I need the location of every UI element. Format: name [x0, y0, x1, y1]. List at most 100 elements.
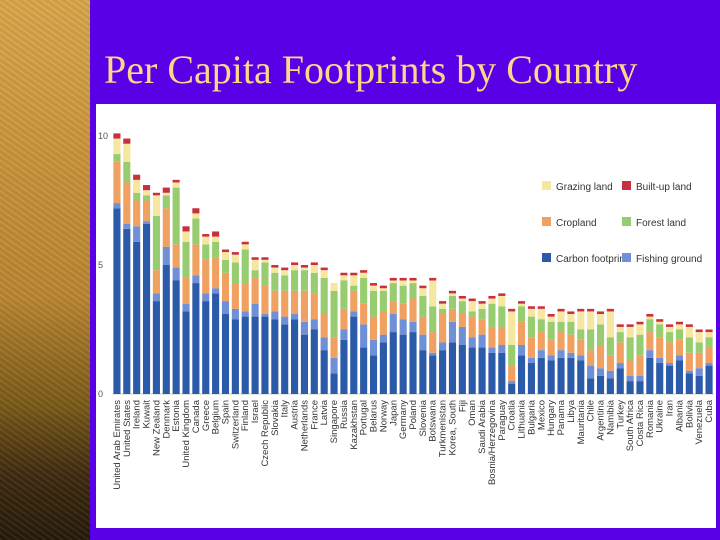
category-label: Libya	[566, 399, 577, 422]
category-label: Latvia	[319, 399, 330, 425]
bar-segment	[439, 308, 447, 315]
bar-segment	[547, 360, 555, 394]
bar-segment	[518, 306, 526, 322]
category-label: Chile	[586, 400, 597, 422]
bar-segment	[271, 267, 279, 273]
bar-segment	[202, 244, 210, 260]
bar-segment	[221, 252, 230, 260]
bar-segment	[527, 308, 535, 317]
bar-segment	[202, 234, 210, 237]
bar-segment	[468, 311, 476, 317]
bar-segment	[468, 347, 476, 394]
bar-segment	[113, 154, 121, 162]
bar-segment	[251, 303, 259, 317]
category-label: Belgium	[211, 400, 222, 434]
bar-segment	[439, 301, 447, 304]
bar-segment	[616, 326, 624, 333]
bar-segment	[369, 316, 378, 340]
bar-segment	[399, 303, 407, 320]
bar-segment	[567, 357, 575, 394]
bar-segment	[458, 301, 466, 315]
bar-segment	[488, 303, 496, 327]
bar-segment	[478, 303, 486, 309]
category-label: Mexico	[536, 400, 547, 430]
bar-segment	[360, 324, 368, 348]
category-label: Hungary	[546, 400, 557, 436]
category-label: Slovenia	[418, 399, 429, 436]
bar-segment	[291, 262, 299, 265]
bar-segment	[330, 283, 338, 291]
bar-segment	[695, 332, 703, 343]
bar-segment	[251, 277, 259, 304]
bar-segment	[113, 208, 121, 394]
bar-segment	[498, 306, 506, 327]
bar-segment	[241, 316, 249, 394]
bar-segment	[162, 208, 170, 247]
bar-segment	[527, 316, 535, 338]
bar-segment	[666, 326, 674, 333]
bar-segment	[488, 295, 496, 299]
bar-segment	[587, 308, 595, 312]
bar-segment	[133, 226, 141, 242]
bar-segment	[142, 221, 151, 224]
category-label: Poland	[408, 400, 419, 430]
category-label: Venezuela	[694, 399, 705, 444]
category-label: New Zealand	[151, 400, 162, 456]
bar-segment	[133, 241, 141, 394]
bar-segment	[508, 383, 516, 394]
bar-segment	[152, 270, 160, 294]
bar-segment	[340, 339, 348, 394]
y-tick-label: 10	[98, 131, 108, 141]
bar-segment	[399, 277, 407, 281]
bar-segment	[518, 344, 526, 356]
category-label: Russia	[339, 399, 350, 429]
bar-segment	[231, 283, 239, 309]
bar-segment	[567, 311, 575, 315]
key-photo-strip	[0, 0, 90, 540]
bar-segment	[330, 290, 338, 338]
bar-segment	[172, 179, 180, 183]
legend-label: Built-up land	[636, 182, 692, 193]
bar-segment	[360, 270, 368, 273]
bar-segment	[241, 241, 249, 245]
bar-segment	[429, 332, 437, 353]
bar-segment	[172, 244, 180, 268]
bar-segment	[498, 326, 506, 345]
bar-segment	[241, 311, 249, 317]
bar-segment	[626, 337, 634, 361]
bar-segment	[231, 319, 239, 394]
bar-segment	[587, 378, 595, 394]
bar-segment	[527, 357, 535, 364]
bar-segment	[587, 365, 595, 379]
bar-segment	[399, 319, 407, 335]
bar-segment	[537, 357, 545, 394]
bar-segment	[577, 360, 585, 394]
category-label: Turkmenistan	[438, 400, 449, 457]
bar-segment	[705, 329, 713, 333]
bar-segment	[123, 182, 131, 224]
bar-segment	[281, 270, 289, 276]
category-label: Bolivia	[684, 399, 695, 428]
bar-segment	[310, 329, 318, 394]
bar-segment	[231, 254, 239, 263]
bar-segment	[152, 192, 160, 196]
bar-segment	[409, 298, 417, 322]
bar-segment	[369, 355, 378, 394]
category-label: Finland	[240, 400, 251, 431]
bar-segment	[458, 295, 466, 299]
bar-segment	[636, 375, 644, 382]
bar-segment	[291, 290, 299, 315]
bar-segment	[675, 324, 684, 330]
bar-segment	[162, 195, 170, 209]
bar-segment	[133, 200, 141, 227]
bar-segment	[310, 262, 318, 265]
bar-segment	[616, 363, 624, 369]
bar-segment	[547, 316, 555, 322]
bar-segment	[162, 192, 170, 196]
bar-segment	[646, 319, 654, 333]
bar-segment	[369, 290, 378, 317]
category-label: Fiji	[457, 400, 468, 412]
bar-segment	[340, 280, 348, 309]
bar-segment	[616, 324, 624, 327]
